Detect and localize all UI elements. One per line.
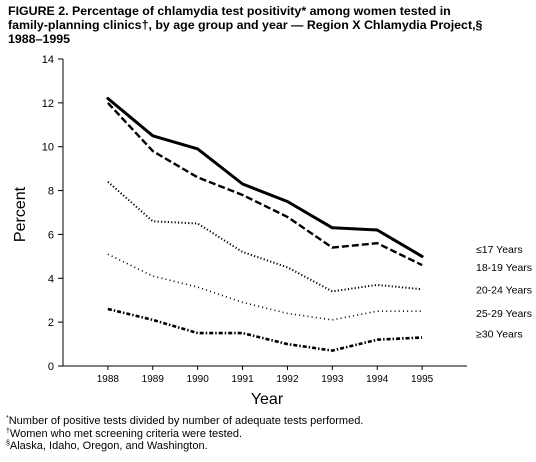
footnote-text: Number of positive tests divided by numb… (8, 415, 364, 427)
series-line (106, 97, 424, 258)
series-line (107, 102, 423, 267)
chart-title: FIGURE 2. Percentage of chlamydia test p… (8, 4, 528, 46)
chart-title-line: family-planning clinics†, by age group a… (8, 18, 483, 32)
series-line (107, 307, 423, 352)
footnote-mark: † (6, 427, 10, 435)
chart-title-line: FIGURE 2. Percentage of chlamydia test p… (8, 4, 451, 18)
y-tick-label: 2 (48, 317, 54, 329)
y-tick-label: 0 (48, 361, 54, 373)
x-tick-label: 1995 (411, 374, 434, 385)
x-tick-label: 1990 (187, 374, 210, 385)
x-tick-label: 1991 (231, 374, 254, 385)
chart-title-line: 1988–1995 (8, 32, 71, 46)
footnote-text: Women who met screening criteria were te… (9, 427, 243, 440)
x-tick-label: 1994 (366, 374, 389, 385)
footnotes: *Number of positive tests divided by num… (6, 415, 363, 453)
y-tick-label: 6 (48, 229, 54, 241)
footnote-text: Alaska, Idaho, Oregon, and Washington. (9, 440, 208, 453)
series-label: 25-29 Years (476, 308, 532, 320)
y-tick-label: 10 (42, 142, 54, 154)
x-tick-label: 1989 (142, 374, 165, 385)
x-tick-label: 1988 (97, 374, 120, 385)
x-tick-label: 1992 (276, 374, 299, 385)
series-label: ≤17 Years (476, 244, 523, 256)
footnote-mark: § (6, 440, 10, 448)
footnote: †Women who met screening criteria were t… (6, 428, 363, 441)
x-axis-title: Year (251, 391, 284, 408)
footnote: §Alaska, Idaho, Oregon, and Washington. (6, 440, 363, 453)
series-label: ≥30 Years (476, 328, 523, 340)
footnote: *Number of positive tests divided by num… (6, 415, 363, 428)
y-tick-label: 14 (42, 54, 54, 66)
series-label: 20-24 Years (476, 284, 532, 296)
y-tick-label: 8 (48, 186, 54, 198)
y-tick-label: 12 (42, 98, 54, 110)
line-chart: 0 2 4 6 8 10 12 14 1988 1989 1990 1991 1992 1993 1994 1… (12, 54, 532, 408)
y-tick-label: 4 (48, 273, 54, 285)
x-tick-label: 1993 (321, 374, 344, 385)
series-line (107, 253, 423, 321)
footnote-mark: * (6, 415, 9, 422)
series-line (107, 181, 423, 293)
y-axis-title: Percent (12, 186, 29, 242)
series-label: 18-19 Years (476, 262, 532, 274)
